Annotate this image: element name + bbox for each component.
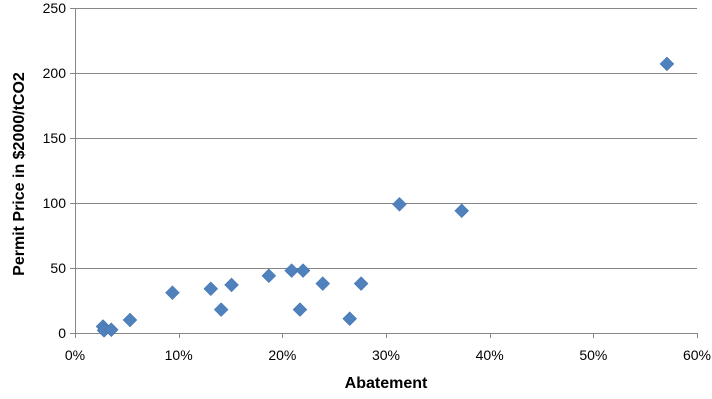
y-tick-label: 50 bbox=[50, 260, 66, 276]
data-point bbox=[284, 263, 300, 278]
x-tick-label: 50% bbox=[579, 347, 607, 363]
x-tick-label: 40% bbox=[476, 347, 504, 363]
data-point bbox=[295, 263, 311, 278]
data-point bbox=[165, 285, 180, 301]
data-point bbox=[122, 312, 138, 328]
y-tick-labels: 0 50 100 150 200 250 bbox=[43, 0, 67, 341]
data-point bbox=[392, 196, 407, 212]
data-points bbox=[95, 56, 675, 338]
y-tick-label: 200 bbox=[43, 65, 67, 81]
x-tick-labels: 0% 10% 20% 30% 40% 50% 60% bbox=[65, 347, 711, 363]
data-point bbox=[261, 268, 277, 284]
data-point bbox=[315, 276, 331, 291]
gridlines bbox=[75, 8, 697, 269]
data-point bbox=[213, 302, 229, 317]
y-tick-label: 150 bbox=[43, 130, 67, 146]
data-point bbox=[292, 302, 308, 317]
y-tick-label: 100 bbox=[43, 195, 67, 211]
x-tick-label: 0% bbox=[65, 347, 85, 363]
x-tick-label: 20% bbox=[268, 347, 296, 363]
axes bbox=[70, 8, 698, 338]
data-point bbox=[454, 203, 470, 219]
data-point bbox=[342, 311, 358, 327]
y-axis-title: Permit Price in $2000/tCO2 bbox=[11, 72, 28, 276]
y-tick-label: 0 bbox=[58, 325, 66, 341]
x-axis-title: Abatement bbox=[345, 375, 428, 392]
x-tick-label: 60% bbox=[683, 347, 711, 363]
data-point bbox=[103, 322, 119, 338]
data-point bbox=[659, 56, 675, 72]
x-tick-label: 10% bbox=[165, 347, 193, 363]
y-tick-label: 250 bbox=[43, 0, 67, 16]
x-tick-label: 30% bbox=[372, 347, 400, 363]
data-point bbox=[224, 277, 239, 293]
data-point bbox=[353, 276, 369, 291]
data-point bbox=[203, 281, 219, 297]
